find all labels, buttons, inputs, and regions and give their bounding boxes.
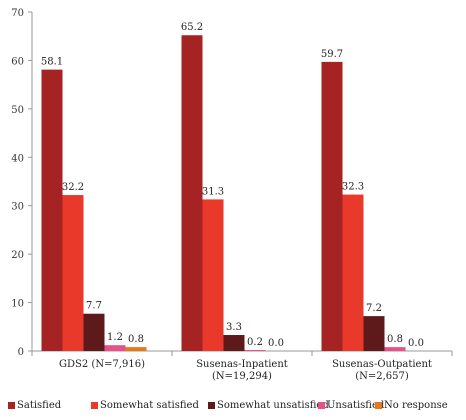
y-tick-label: 0 (18, 347, 24, 358)
x-tick-label: (N=19,294) (212, 371, 272, 382)
y-tick-label: 40 (11, 153, 24, 164)
bar (321, 61, 343, 351)
data-label: 59.7 (321, 49, 343, 60)
data-label: 0.8 (387, 334, 403, 345)
legend-item: Somewhat satisfied (91, 400, 199, 411)
bar (363, 316, 385, 351)
bar (384, 347, 406, 351)
data-label: 7.7 (86, 301, 102, 312)
bar (83, 313, 105, 351)
data-label: 1.2 (107, 332, 123, 343)
bar (125, 347, 147, 351)
y-tick-label: 60 (11, 56, 24, 67)
data-label: 32.2 (62, 182, 84, 193)
legend-swatch (318, 402, 325, 409)
bar (181, 35, 203, 351)
y-tick-label: 50 (11, 105, 24, 116)
bar (202, 199, 224, 351)
legend-item: No response (375, 400, 448, 411)
data-label: 0.0 (408, 338, 424, 349)
data-label: 3.3 (226, 322, 242, 333)
bar-chart: 0 10 20 30 40 50 60 70 GDS2 (N=7,916) Susenas-Inp… (11, 8, 453, 382)
legend-label: Somewhat unsatisfied (217, 400, 329, 411)
legend-label: Somewhat satisfied (100, 400, 199, 411)
x-tick-label: Susenas-Inpatient (196, 359, 288, 370)
data-label: 0.8 (128, 334, 144, 345)
bar (41, 69, 63, 351)
data-label: 7.2 (366, 303, 382, 314)
legend-item: Somewhat unsatisfied (208, 400, 329, 411)
data-label: 65.2 (181, 22, 203, 33)
data-label: 0.0 (268, 338, 284, 349)
y-tick-label: 20 (11, 250, 24, 261)
data-label: 31.3 (202, 186, 224, 197)
legend-item: Satisfied (8, 400, 61, 411)
legend-label: Unsatisfied (327, 400, 385, 411)
data-label: 32.3 (342, 182, 364, 193)
legend-swatch (8, 402, 15, 409)
bar (244, 350, 266, 351)
data-label: 58.1 (41, 57, 63, 68)
bars (41, 35, 406, 351)
legend-item: Unsatisfied (318, 400, 384, 411)
x-tick-label: GDS2 (N=7,916) (59, 359, 145, 370)
bar (62, 195, 84, 351)
legend-label: Satisfied (17, 400, 62, 411)
bar (104, 345, 126, 351)
bar (223, 335, 245, 351)
data-label: 0.2 (247, 337, 263, 348)
legend: Satisfied Somewhat satisfied Somewhat unsa… (8, 400, 466, 416)
legend-swatch (208, 402, 215, 409)
y-tick-label: 30 (11, 202, 24, 213)
x-tick-label: (N=2,657) (355, 371, 409, 382)
axes: 0 10 20 30 40 50 60 70 GDS2 (N=7,916) Susenas-Inp… (11, 8, 453, 382)
data-labels: 58.1 32.2 7.7 1.2 0.8 65.2 31.3 3.3 0.2 0.0 59.7 32… (41, 22, 424, 349)
legend-label: No response (384, 400, 448, 411)
legend-swatch (375, 402, 382, 409)
y-tick-label: 70 (11, 8, 24, 19)
bar (342, 194, 364, 351)
legend-swatch (91, 402, 98, 409)
x-tick-label: Susenas-Outpatient (332, 359, 432, 370)
y-tick-label: 10 (11, 299, 24, 310)
